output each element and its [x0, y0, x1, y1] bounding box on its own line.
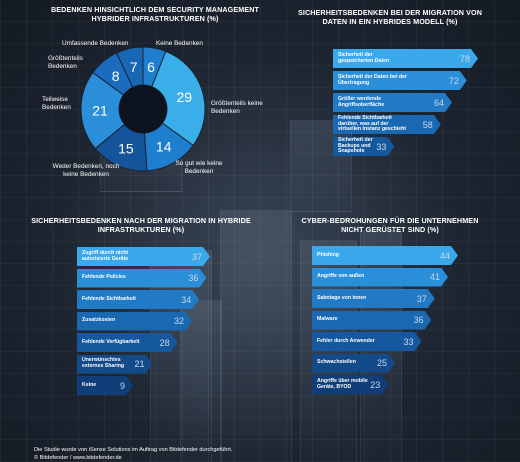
donut-label-teilweise: Teilweise Bedenken [42, 96, 71, 111]
donut-label-groesstenteils: Größtenteils Bedenken [48, 55, 83, 70]
donut-label-keine-bedenken: Keine Bedenken [156, 40, 203, 47]
bar: Unerwünschtes externes Sharing 21 [77, 355, 152, 374]
donut-label-umfassende: Umfassende Bedenken [62, 40, 129, 47]
bar-value: 33 [403, 336, 414, 347]
donut-value-label: 14 [156, 139, 172, 155]
migration-chart-title: SICHERHEITSBEDENKEN BEI DER MIGRATION VO… [297, 8, 483, 27]
bar-value: 72 [448, 75, 459, 86]
donut-value-label: 29 [177, 89, 193, 105]
bar-value: 23 [370, 379, 381, 390]
bar: Sabotage von innen 37 [312, 289, 435, 308]
bar-value: 36 [188, 273, 199, 283]
bar-value: 36 [413, 315, 424, 325]
donut-chart: 6 29 14 15 21 87 [80, 46, 206, 172]
bar-label: Sicherheit der gespeicherten Daten [338, 51, 390, 64]
bar: Sicherheit der gespeicherten Daten 78 [333, 49, 478, 68]
bar-value: 37 [191, 251, 202, 262]
bar-value: 37 [416, 293, 427, 304]
bar: Sicherheit der Backups und Snapshots 33 [333, 137, 394, 156]
bar-value: 33 [376, 141, 387, 152]
bar-value: 78 [459, 53, 470, 64]
bar-label: Fehlende Verfügbarkeit [82, 338, 140, 345]
bar-value: 58 [422, 119, 433, 130]
bar: Zusatzkosten 32 [77, 312, 192, 331]
donut-value-label: 7 [130, 59, 138, 75]
bar: Sicherheit der Daten bei der Übertragung… [333, 71, 467, 90]
donut-label-so-gut-wie-keine: So gut wie keine Bedenken [175, 160, 223, 175]
bar-label: Sabotage von innen [317, 294, 367, 301]
bar: Angriffe über mobile Geräte, BYOD 23 [312, 375, 388, 394]
bar-value: 44 [439, 250, 450, 261]
bar-label: Fehler durch Anwender [317, 337, 375, 344]
bar-label: Zusatzkosten [82, 317, 116, 324]
bar-label: Sicherheit der Daten bei der Übertragung [338, 73, 407, 86]
bar-label: Malware [317, 316, 338, 323]
bar: Fehlende Verfügbarkeit 28 [77, 333, 178, 352]
bar-value: 34 [181, 294, 192, 305]
bar-value: 21 [134, 359, 145, 369]
bar-label: Unerwünschtes externes Sharing [82, 357, 125, 369]
bar-label: Sicherheit der Backups und Snapshots [338, 136, 373, 155]
cyber-threats-chart-title: CYBER-BEDROHUNGEN FÜR DIE UNTERNEHMEN NI… [301, 216, 479, 235]
donut-value-label: 8 [112, 68, 120, 84]
bar: Fehler durch Anwender 33 [312, 332, 422, 351]
bar: Phishing 44 [312, 246, 458, 265]
footer-copyright: © Bitdefender / www.bitdefender.de [34, 455, 122, 461]
donut-value-label: 15 [118, 140, 134, 156]
bar-value: 25 [376, 358, 387, 368]
donut-value-label: 6 [147, 59, 155, 75]
bar-value: 9 [119, 380, 125, 391]
bar: Größer werdende Angriffsoberfläche 64 [333, 93, 452, 112]
bar: Malware 36 [312, 311, 431, 330]
bar: Fehlende Sichtbarkeit 34 [77, 290, 199, 309]
bar-label: Zugriff durch nicht autorisierte Geräte [82, 249, 129, 262]
bar-value: 41 [430, 272, 441, 282]
donut-label-groesstenteils-keine: Größtenteils keine Bedenken [211, 100, 263, 115]
bar-label: Phishing [317, 251, 339, 258]
donut-hole [119, 85, 167, 133]
bar-label: Schwachstellen [317, 359, 356, 366]
bar: Keine 9 [77, 376, 133, 395]
footer-study-note: Die Studie wurde von iSense Solutions im… [34, 447, 233, 453]
donut-chart-title: BEDENKEN HINSICHTLICH DEM SECURITY MANAG… [50, 5, 260, 24]
bar: Schwachstellen 25 [312, 354, 395, 373]
bar: Zugriff durch nicht autorisierte Geräte 3… [77, 247, 210, 266]
bar-label: Fehlende Policies [82, 274, 126, 281]
bar: Angriffe von außen 41 [312, 268, 448, 287]
bar: Fehlende Policies 36 [77, 269, 206, 288]
bar-label: Größer werdende Angriffsoberfläche [338, 95, 385, 108]
bar-label: Keine [82, 381, 97, 388]
bar-label: Angriffe von außen [317, 273, 365, 280]
bar: Fehlende Sichtbarkeit darüber, was auf d… [333, 115, 441, 134]
post-migration-chart-title: SICHERHEITSBEDENKEN NACH DER MIGRATION I… [31, 216, 251, 235]
bar-label: Fehlende Sichtbarkeit [82, 295, 136, 302]
bar-value: 28 [159, 337, 170, 348]
donut-label-weder-noch: Weder Bedenken, noch keine Bedenken [52, 163, 120, 178]
bar-value: 32 [174, 316, 185, 326]
donut-value-label: 21 [92, 102, 108, 118]
bar-label: Angriffe über mobile Geräte, BYOD [317, 377, 368, 390]
bar-label: Fehlende Sichtbarkeit darüber, was auf d… [338, 114, 407, 133]
bar-value: 64 [433, 97, 444, 108]
